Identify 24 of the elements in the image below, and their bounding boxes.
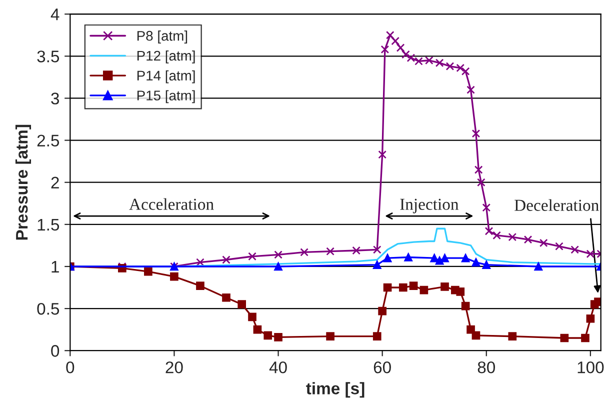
x-tick-label: 100 [578,361,604,374]
legend-label: P14 [atm] [137,70,195,84]
x-axis-title: time [s] [306,382,364,398]
y-tick-label: 1.5 [38,218,60,231]
y-axis-title: Pressure [atm] [15,124,32,240]
y-tick-label: 0.5 [37,302,60,315]
annotation: Deceleration [514,199,599,211]
y-tick-label: 3 [51,92,59,104]
y-tick-label: 0 [51,345,60,357]
y-tick-label: 2 [51,176,59,188]
annotation: Acceleration [129,198,214,210]
x-tick-label: 80 [478,361,496,374]
y-tick-label: 2.5 [37,134,60,146]
x-tick-label: 20 [166,361,183,374]
y-tick-label: 4 [50,8,60,20]
x-tick-label: 60 [374,361,391,374]
y-tick-label: 3.5 [37,50,60,62]
legend-label: P15 [atm] [137,90,195,104]
annotation: Injection [400,198,459,214]
y-tick-label: 1 [52,261,59,273]
x-tick-label: 40 [269,361,287,374]
legend-label: P8 [atm] [137,30,188,44]
legend-label: P12 [atm] [137,50,195,64]
x-tick-label: 0 [66,361,74,374]
